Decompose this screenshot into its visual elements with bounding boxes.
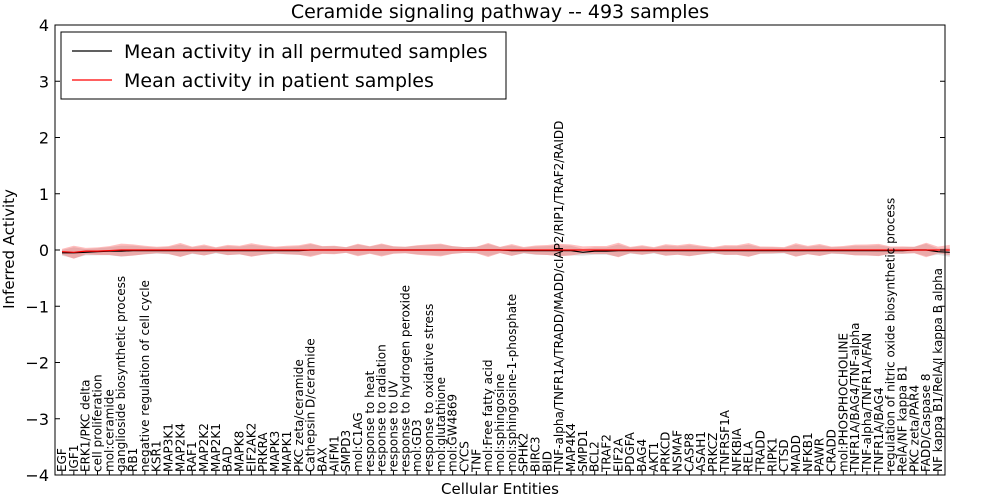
x-category-label: mol:PHOSPHOCHOLINE <box>836 333 850 472</box>
x-category-label: SMPD3 <box>339 430 353 472</box>
x-category-label: NSMAF <box>671 430 685 472</box>
x-category-label: TRAF2 <box>600 434 614 473</box>
x-category-label: negative regulation of cell cycle <box>138 280 152 472</box>
x-category-label: PKC zeta/PAR4 <box>907 385 921 472</box>
x-category-label: regulation of nitric oxide biosynthetic … <box>884 198 898 472</box>
x-category-label: MADD <box>789 435 803 472</box>
y-tick-label: 2 <box>39 129 49 148</box>
x-category-label: MAPK1 <box>280 431 294 472</box>
x-category-label: RelA/NF kappa B1 <box>896 365 910 472</box>
y-tick-label: 1 <box>39 185 49 204</box>
x-category-label: IGF1 <box>67 445 81 472</box>
x-category-label: PRKCD <box>659 432 673 472</box>
x-category-label: FADD/Caspase 8 <box>919 373 933 472</box>
x-category-label: MAPK3 <box>268 431 282 472</box>
x-category-label: BAG4 <box>635 439 649 472</box>
x-category-label: PAWR <box>813 438 827 472</box>
x-category-label: response to hydrogen peroxide <box>398 285 412 472</box>
x-category-label: ganglioside biosynthetic process <box>114 276 128 472</box>
x-category-label: MAP3K1 <box>162 423 176 472</box>
x-category-label: mol:GD3 <box>410 419 424 472</box>
x-category-label: NFKB1 <box>801 432 815 472</box>
x-category-label: TNF-alpha/TNFR1A/TRADD/MADD/cIAP2/RIP1/T… <box>552 121 566 473</box>
y-tick-label: −4 <box>25 466 49 485</box>
x-category-label: BCL2 <box>588 441 602 472</box>
x-category-label: NF kappa B1/RelA/I kappa B alpha <box>931 268 945 472</box>
x-category-label: TNF <box>469 449 483 473</box>
x-category-label: AIFM1 <box>327 435 341 472</box>
x-category-label: RELA <box>742 440 756 472</box>
x-category-label: MAP2K2 <box>197 423 211 472</box>
band-permuted <box>62 243 950 259</box>
legend: Mean activity in all permuted samples Me… <box>60 31 507 100</box>
x-category-label: SPHK2 <box>517 433 531 472</box>
x-category-label: PDGFA <box>623 431 637 472</box>
legend-label-permuted: Mean activity in all permuted samples <box>124 41 487 63</box>
x-category-label: PRKCZ <box>706 433 720 472</box>
x-category-label: ERK1/PKC delta <box>79 379 93 472</box>
x-category-label: BAX <box>315 447 329 472</box>
x-category-label: ASAH1 <box>694 431 708 472</box>
chart-title: Ceramide signaling pathway -- 493 sample… <box>291 1 709 23</box>
y-axis-label: Inferred Activity <box>0 189 18 309</box>
y-tick-label: 4 <box>39 16 49 35</box>
x-category-label: mol:sphingosine <box>493 374 507 472</box>
x-category-label: MAPK8 <box>233 431 247 472</box>
x-category-label: MAP2K1 <box>209 423 223 472</box>
legend-box <box>60 31 507 100</box>
x-category-label: RB1 <box>126 448 140 472</box>
x-category-label: Cathepsin D/ceramide <box>304 338 318 472</box>
x-category-label: mol:GW4869 <box>446 394 460 472</box>
y-tick-label: −1 <box>25 297 49 316</box>
x-category-label: AKT1 <box>647 442 661 472</box>
x-category-label: MAP2K4 <box>173 423 187 472</box>
x-category-label: TNF-alpha/TNFR1A/FAN <box>860 333 874 473</box>
series-lines <box>61 249 950 254</box>
y-tick-label: 0 <box>39 241 49 260</box>
x-category-label: response to radiation <box>375 344 389 472</box>
x-category-label: EIF2AK2 <box>244 423 258 472</box>
x-category-label: BIRC3 <box>529 436 543 472</box>
x-category-label: response to UV <box>387 380 401 472</box>
x-category-label: mol:C1AG <box>351 412 365 472</box>
y-tick-label: −2 <box>25 354 49 373</box>
plot-frame <box>54 24 946 476</box>
x-category-label: PRKRA <box>256 432 270 472</box>
x-category-label: NFKBIA <box>730 427 744 472</box>
x-category-label: CTSD <box>777 439 791 472</box>
x-category-label: TNFR1A/BAG4/TNF-alpha <box>848 323 862 473</box>
x-category-label: CRADD <box>825 429 839 472</box>
x-category-label: RIPK1 <box>765 437 779 472</box>
x-category-label: BAD <box>221 446 235 472</box>
x-category-label: TNFRSF1A <box>718 409 732 473</box>
x-category-label: EIF2A <box>611 437 625 472</box>
y-axis-ticks: −4 −3 −2 −1 0 1 2 3 4 <box>25 16 945 485</box>
x-category-label: mol:sphingosine-1-phosphate <box>505 294 519 472</box>
x-category-label: CYCS <box>458 441 472 472</box>
x-category-label: BID <box>540 451 554 472</box>
x-category-label: CASP8 <box>682 433 696 472</box>
x-category-label: SMPD1 <box>576 430 590 472</box>
x-category-label: RAF1 <box>185 441 199 472</box>
x-category-label: mol:ceramide <box>102 389 116 472</box>
x-category-label: response to oxidative stress <box>422 304 436 472</box>
x-category-label: KSR1 <box>150 441 164 472</box>
x-category-label: TRADD <box>753 430 767 473</box>
x-category-label: response to heat <box>363 370 377 472</box>
x-category-label: EGF <box>55 448 69 472</box>
legend-label-patient: Mean activity in patient samples <box>124 70 434 92</box>
x-category-label: mol:Free fatty acid <box>481 360 495 473</box>
x-axis-label: Cellular Entities <box>441 480 559 498</box>
y-tick-label: −3 <box>25 410 49 429</box>
series-line-patient <box>61 249 950 253</box>
x-category-label: mol:glutathione <box>434 377 448 472</box>
y-tick-label: 3 <box>39 72 49 91</box>
x-category-label: PKC zeta/ceramide <box>292 359 306 472</box>
x-category-label: cell proliferation <box>91 374 105 472</box>
x-category-label: MAP4K4 <box>564 423 578 472</box>
x-category-label: TNFR1A/BAG4 <box>872 387 886 473</box>
